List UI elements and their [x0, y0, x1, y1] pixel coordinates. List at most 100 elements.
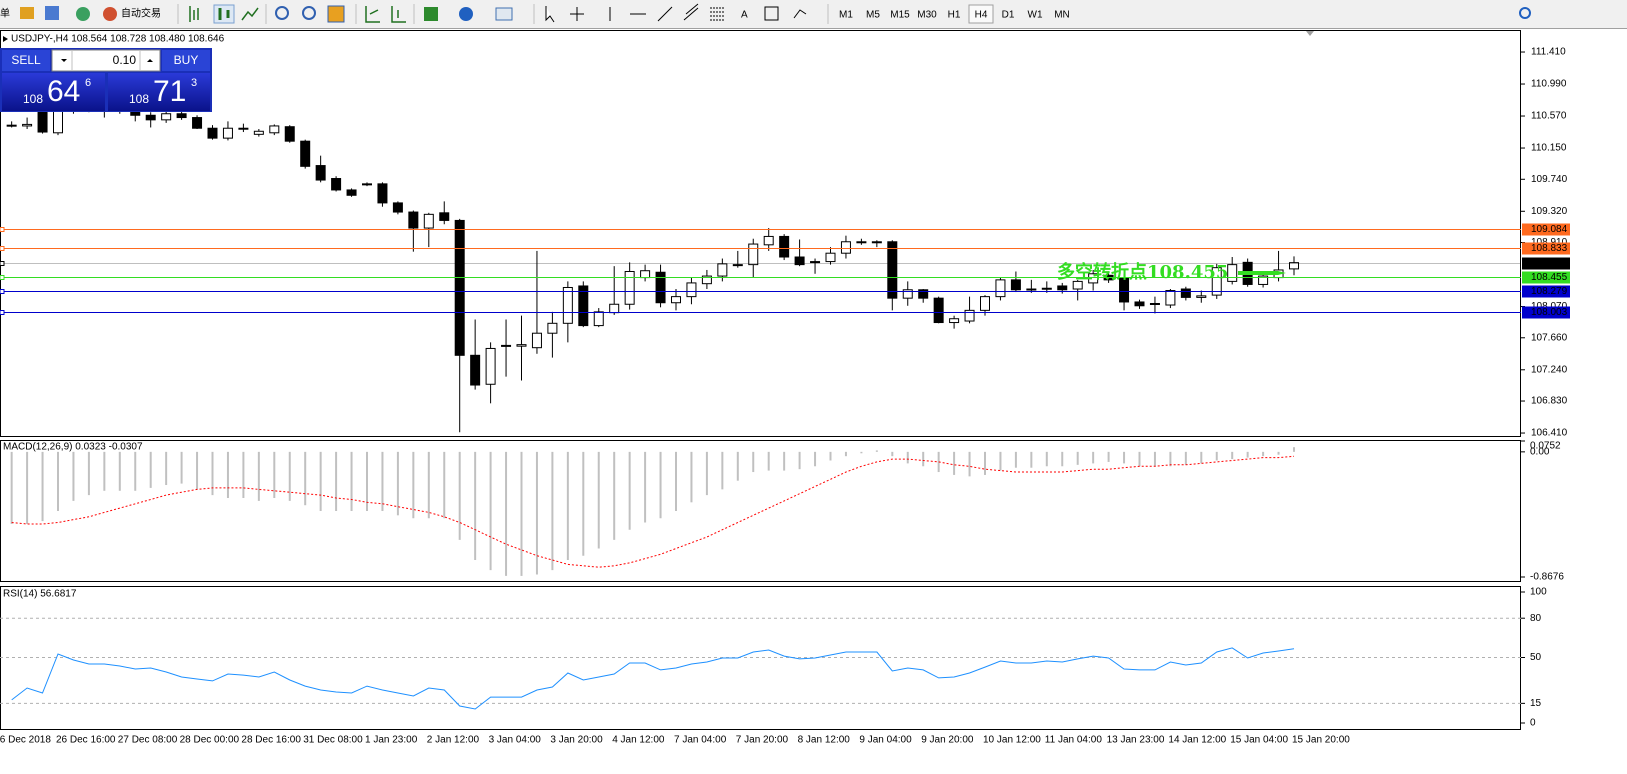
candle-body — [284, 126, 295, 142]
timeframe-button[interactable]: W1 — [1028, 10, 1043, 21]
lot-down[interactable] — [61, 59, 67, 62]
main-pane — [0, 30, 1521, 437]
candle-body — [825, 252, 836, 263]
candle-body — [949, 318, 960, 324]
timeframe-button[interactable]: M5 — [866, 10, 880, 21]
x-tick-label: 26 Dec 16:00 — [56, 735, 116, 746]
sell-pips: 64 — [47, 75, 80, 108]
x-tick-label: 7 Jan 04:00 — [674, 735, 727, 746]
price-label: 109.084 — [1531, 224, 1568, 235]
timeframe-button[interactable]: D1 — [1002, 10, 1015, 21]
arrows-tool[interactable] — [793, 9, 807, 19]
auto-trade-icon[interactable] — [103, 7, 117, 21]
lot-input[interactable] — [51, 49, 161, 72]
search[interactable] — [1519, 7, 1531, 19]
x-tick-label: 3 Jan 20:00 — [550, 735, 603, 746]
lot-value[interactable]: 0.10 — [113, 53, 137, 67]
trendline-tool[interactable] — [657, 6, 673, 22]
candle-body — [22, 123, 33, 127]
candle-body — [439, 212, 450, 221]
sell-label[interactable]: SELL — [11, 53, 41, 67]
price-label-bg — [1522, 271, 1570, 284]
y-tick-label: 110.990 — [1531, 79, 1567, 90]
buy-label[interactable]: BUY — [174, 53, 199, 67]
buy-price-box[interactable] — [108, 73, 210, 111]
timeframe-button[interactable]: M15 — [890, 10, 910, 21]
icon[interactable] — [45, 6, 59, 20]
candle-body — [1026, 288, 1037, 291]
candle-body — [531, 332, 542, 349]
sell-button[interactable] — [2, 50, 50, 71]
candle-body — [501, 344, 512, 347]
periods[interactable] — [459, 7, 473, 21]
zoom-in[interactable] — [275, 6, 289, 20]
price-line-handle — [0, 289, 5, 294]
buy-fraction: 3 — [191, 77, 197, 89]
candle-body — [1041, 287, 1052, 290]
candle-icon-active[interactable] — [213, 4, 235, 24]
icon[interactable] — [20, 7, 34, 19]
x-tick-label: 15 Jan 04:00 — [1230, 735, 1288, 746]
x-tick-label: 9 Jan 04:00 — [859, 735, 912, 746]
candle-body — [377, 183, 388, 204]
timeframe-button[interactable]: H4 — [975, 10, 988, 21]
candle-body — [794, 256, 805, 266]
x-tick-label: 1 Jan 23:00 — [365, 735, 418, 746]
candle-body — [145, 114, 156, 121]
line-chart-icon[interactable] — [241, 7, 259, 21]
signal-line — [11, 455, 1295, 568]
macd-pane — [0, 440, 1521, 582]
x-tick-label: 13 Jan 23:00 — [1107, 735, 1165, 746]
tile-windows[interactable] — [327, 5, 345, 23]
arrow-marker — [1238, 271, 1286, 275]
timeframe-button[interactable]: MN — [1054, 10, 1070, 21]
templates[interactable] — [495, 7, 513, 21]
y-tick-label: 106.830 — [1531, 396, 1568, 407]
sell-price-box[interactable] — [2, 73, 105, 111]
candle-body — [408, 211, 419, 229]
bar-chart-icon[interactable] — [189, 6, 199, 22]
price-line-handle — [0, 246, 5, 251]
chart-title: USDJPY-,H4 108.564 108.728 108.480 108.6… — [11, 34, 225, 45]
timeframe-button[interactable]: M1 — [839, 10, 853, 21]
lot-up[interactable] — [147, 59, 153, 62]
indicators[interactable] — [424, 7, 438, 21]
candle-body — [995, 279, 1006, 298]
channel-tool[interactable] — [683, 3, 699, 21]
cursor-tool[interactable] — [545, 6, 555, 23]
y-tick-label: 107.660 — [1531, 332, 1568, 343]
text-tool[interactable]: A — [741, 10, 748, 21]
candle-body — [686, 282, 697, 298]
y-tick-label: 110.150 — [1531, 143, 1567, 154]
y-tick-label: 111.410 — [1531, 47, 1566, 58]
buy-button[interactable] — [162, 50, 210, 71]
menu-label[interactable]: 单 — [0, 8, 10, 20]
candle-body — [701, 275, 712, 285]
timeframe-button[interactable]: M30 — [917, 10, 937, 21]
price-line-handle — [0, 261, 5, 266]
y-tick-label: 50 — [1530, 652, 1542, 663]
x-tick-label: 28 Dec 00:00 — [180, 735, 240, 746]
x-tick-label: 14 Jan 12:00 — [1168, 735, 1226, 746]
candle-body — [1088, 273, 1099, 284]
chart-shift[interactable] — [391, 6, 406, 23]
icon[interactable] — [76, 7, 90, 21]
crosshair-tool[interactable] — [570, 7, 584, 21]
candle-icon[interactable] — [218, 8, 230, 20]
sell-big-figure: 108 — [23, 92, 43, 106]
y-tick-label: 80 — [1530, 613, 1542, 624]
candle-body — [315, 165, 326, 181]
candle-body — [1072, 280, 1083, 290]
auto-trade-button[interactable]: 自动交易 — [121, 7, 161, 20]
timeframe-active[interactable] — [968, 4, 994, 24]
candle-body — [331, 178, 342, 191]
zoom-out[interactable] — [302, 6, 316, 20]
candle-body — [6, 124, 17, 127]
label-tool[interactable] — [764, 6, 779, 21]
candle-body — [732, 264, 743, 267]
fibo-tool[interactable] — [710, 7, 724, 21]
auto-scroll[interactable] — [365, 6, 380, 23]
y-tick-label: -0.8676 — [1530, 572, 1564, 583]
timeframe-button[interactable]: H1 — [948, 10, 961, 21]
